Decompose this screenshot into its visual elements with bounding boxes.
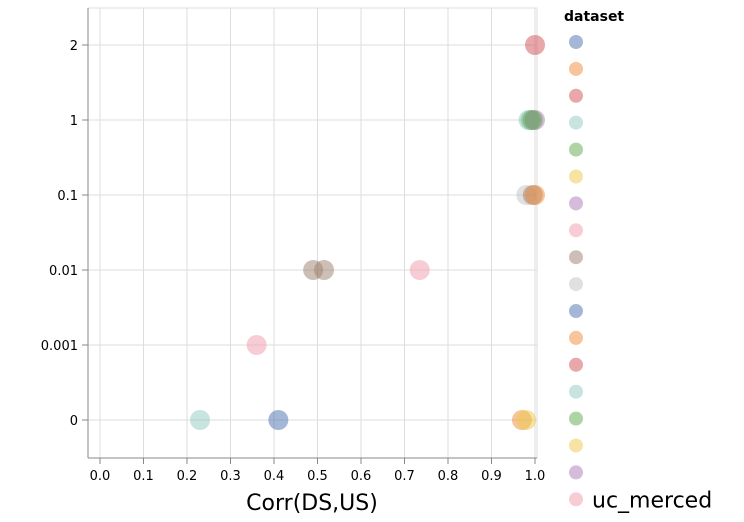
legend-swatch bbox=[569, 35, 583, 49]
legend-label: uc_merced bbox=[592, 488, 712, 513]
legend-swatch bbox=[569, 357, 583, 372]
x-tick-label: 0.2 bbox=[177, 469, 198, 484]
legend-swatch bbox=[569, 411, 583, 426]
legend-title: dataset bbox=[564, 9, 624, 25]
data-point bbox=[516, 410, 537, 430]
plot-frame bbox=[87, 7, 538, 459]
y-tick-label: 0.01 bbox=[49, 264, 78, 279]
x-tick-label: 0.9 bbox=[481, 469, 502, 484]
x-tick-label: 0.8 bbox=[438, 469, 459, 484]
data-point bbox=[190, 410, 211, 430]
y-tick-label: 0 bbox=[70, 414, 78, 429]
legend-swatch bbox=[569, 277, 583, 292]
legend-swatch bbox=[569, 196, 583, 211]
data-point bbox=[525, 185, 545, 205]
legend-swatch bbox=[569, 384, 583, 399]
x-tick-label: 0.7 bbox=[394, 469, 415, 484]
legend-swatch bbox=[569, 115, 583, 130]
legend-swatch bbox=[569, 492, 583, 507]
x-tick-label: 0.1 bbox=[133, 469, 154, 484]
legend-swatch bbox=[569, 223, 583, 238]
legend: uc_merced bbox=[569, 35, 712, 513]
x-tick-label: 0.4 bbox=[264, 469, 285, 484]
data-point bbox=[522, 110, 543, 130]
legend-swatch bbox=[569, 438, 583, 453]
data-point bbox=[409, 260, 430, 280]
x-tick-label: 0.0 bbox=[90, 469, 111, 484]
legend-swatch bbox=[569, 330, 583, 345]
x-tick-label: 0.3 bbox=[220, 469, 241, 484]
data-points bbox=[190, 35, 545, 430]
grid bbox=[87, 7, 538, 459]
x-tick-label: 0.6 bbox=[351, 469, 372, 484]
legend-swatch bbox=[569, 250, 583, 265]
legend-swatch bbox=[569, 304, 583, 318]
x-tick-label: 0.5 bbox=[307, 469, 328, 484]
y-tick-label: 0.1 bbox=[57, 189, 78, 204]
y-tick-label: 0.001 bbox=[41, 339, 78, 354]
y-tick-label: 2 bbox=[70, 39, 78, 54]
x-tick-label: 1.0 bbox=[525, 469, 546, 484]
data-point bbox=[314, 260, 335, 280]
legend-swatch bbox=[569, 169, 583, 184]
legend-swatch bbox=[569, 465, 583, 480]
x-axis-title: Corr(DS,US) bbox=[246, 491, 378, 516]
legend-swatch bbox=[569, 61, 583, 76]
data-point bbox=[246, 335, 267, 355]
axes: 0.0 0.1 0.2 0.3 0.4 0.5 0.6 0.7 0.8 0.9 1.0 2 1 0.1 0.… bbox=[41, 8, 546, 484]
data-point bbox=[525, 35, 545, 55]
legend-swatch bbox=[569, 142, 583, 157]
data-point bbox=[268, 410, 289, 430]
y-tick-label: 1 bbox=[70, 114, 78, 129]
legend-swatch bbox=[569, 88, 583, 103]
